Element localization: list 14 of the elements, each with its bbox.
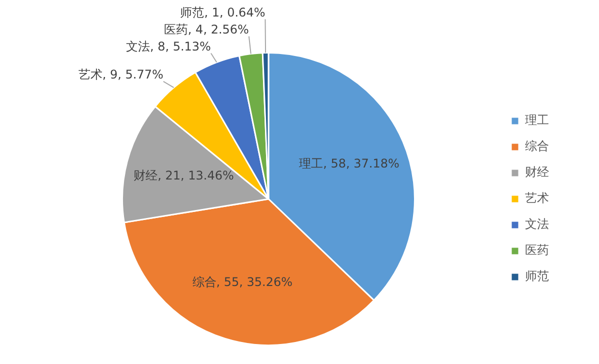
data-label: 师范, 1, 0.64% [180, 5, 266, 20]
data-label: 综合, 55, 35.26% [192, 274, 293, 289]
legend-label: 医药 [525, 243, 549, 258]
data-label: 文法, 8, 5.13% [126, 39, 211, 54]
data-label: 理工, 58, 37.18% [299, 156, 400, 171]
data-label: 艺术, 9, 5.77% [78, 68, 164, 82]
legend-label: 师范 [525, 269, 549, 284]
data-label: 财经, 21, 13.46% [134, 168, 234, 182]
data-label: 医药, 4, 2.56% [164, 22, 249, 36]
legend-label: 综合 [525, 139, 549, 154]
legend-label: 财经 [525, 165, 549, 180]
legend-label: 艺术 [525, 191, 549, 206]
legend-label: 文法 [525, 217, 549, 232]
legend-label: 理工 [525, 113, 549, 128]
